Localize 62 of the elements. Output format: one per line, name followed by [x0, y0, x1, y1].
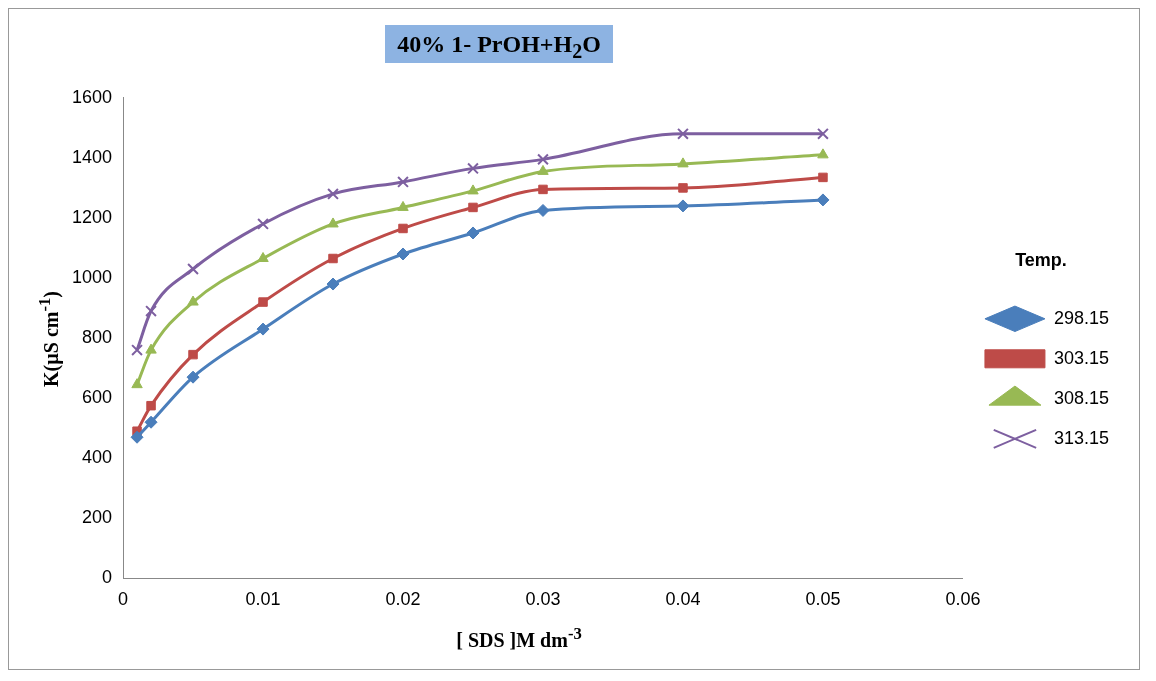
point [538, 184, 548, 195]
y-tick-label: 1600 [72, 86, 113, 107]
point [397, 200, 409, 211]
point [131, 344, 143, 357]
point [145, 305, 157, 318]
y-tick-label: 1000 [72, 266, 113, 287]
point [817, 127, 829, 140]
point [467, 184, 479, 195]
point [187, 263, 199, 275]
y-tick-label: 200 [82, 507, 113, 528]
point [676, 199, 690, 213]
point [818, 172, 828, 183]
x-tick-label: 0.02 [385, 589, 421, 610]
y-tick-label: 800 [82, 327, 113, 348]
y-tick-label: 1200 [72, 206, 113, 227]
point [677, 157, 689, 168]
point [537, 153, 549, 166]
x-axis-title: [ SDS ]M dm$^{-3}$ [455, 624, 583, 652]
legend-label: 303.15 [1053, 347, 1110, 368]
legend-title: Temp. [1015, 250, 1067, 271]
x-tick-label: 0.04 [665, 589, 701, 610]
point [468, 202, 478, 213]
point [536, 203, 550, 217]
point [677, 127, 689, 140]
x-tick-label: 0 [118, 589, 129, 610]
x-tick-label: 0.03 [525, 589, 561, 610]
point [130, 430, 144, 444]
point [146, 400, 156, 411]
y-tick-label: 0 [102, 567, 113, 588]
point [188, 349, 198, 360]
point [396, 247, 410, 261]
point [256, 322, 270, 336]
legend-label: 298.15 [1053, 307, 1110, 328]
point [258, 297, 268, 307]
point [328, 253, 338, 264]
point [145, 343, 157, 354]
point [816, 193, 830, 207]
point [466, 226, 480, 240]
y-tick-label: 400 [82, 447, 113, 468]
x-tick-label: 0.01 [245, 589, 281, 610]
x-tick-label: 0.05 [805, 589, 841, 610]
point [327, 187, 339, 200]
point [398, 223, 408, 234]
point [187, 295, 199, 306]
legend-label: 308.15 [1053, 387, 1110, 408]
y-tick-label: 1400 [72, 146, 113, 167]
point [817, 148, 829, 159]
point [327, 217, 339, 228]
point [678, 183, 688, 193]
point [257, 218, 269, 230]
x-tick-label: 0.06 [945, 589, 981, 610]
chart-title: 40% 1- PrOH+H$_{2}$O [385, 25, 613, 63]
point [467, 162, 479, 175]
point [144, 415, 158, 429]
point [397, 175, 409, 188]
legend-label: 313.15 [1053, 427, 1110, 448]
point [186, 370, 200, 384]
y-tick-label: 600 [82, 387, 113, 408]
point [326, 277, 340, 291]
point [257, 252, 269, 262]
point [131, 378, 143, 389]
point [537, 164, 549, 175]
